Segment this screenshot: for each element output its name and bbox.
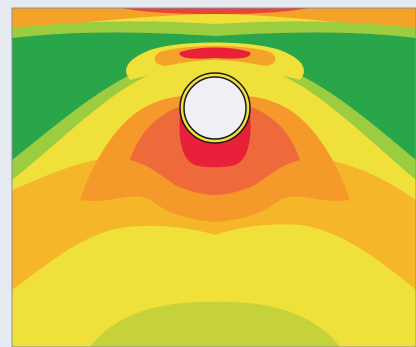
contour-plot (0, 0, 416, 347)
page (0, 0, 416, 347)
field (12, 8, 416, 347)
hole (184, 77, 246, 139)
